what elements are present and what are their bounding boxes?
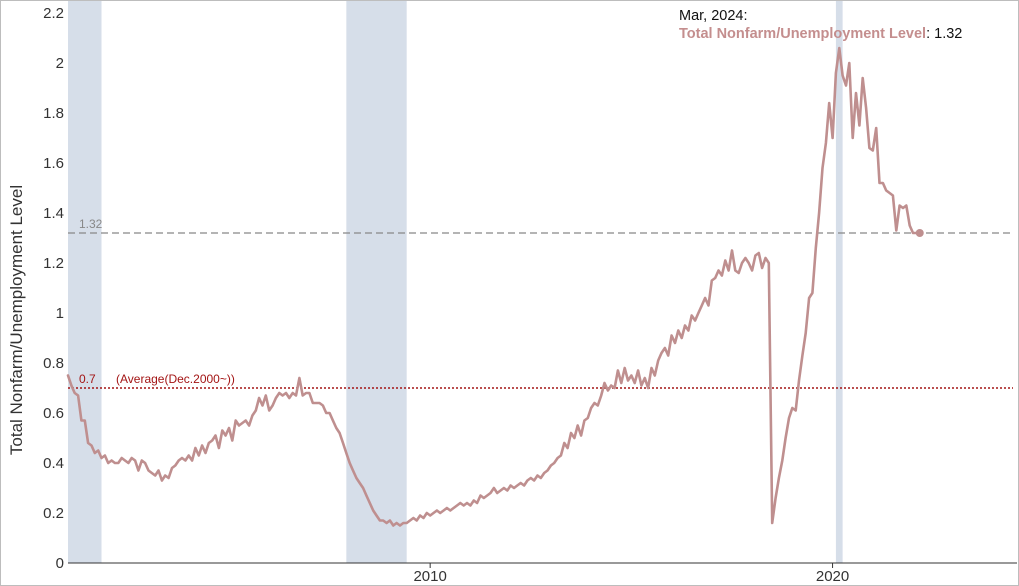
y-tick-label: 1.8 xyxy=(43,105,64,122)
y-tick-label: 0.4 xyxy=(43,455,64,472)
reference-line-note: (Average(Dec.2000~)) xyxy=(116,372,235,386)
recession-band-3 xyxy=(835,1,843,563)
tooltip-value-line: Total Nonfarm/Unemployment Level: 1.32 xyxy=(679,26,962,42)
recession-band-1 xyxy=(68,1,102,563)
recession-band-2 xyxy=(346,1,407,563)
y-tick-label: 1.6 xyxy=(43,155,64,172)
y-tick-label: 1.2 xyxy=(43,255,64,272)
x-tick-label: 2010 xyxy=(413,568,446,585)
series-layer xyxy=(66,46,924,527)
tooltip-value: 1.32 xyxy=(934,26,962,42)
series-line-1 xyxy=(66,46,922,527)
y-tick-label: 1.4 xyxy=(43,205,64,222)
tooltip-separator: : xyxy=(926,26,934,42)
y-tick-label: 2 xyxy=(56,55,64,72)
tooltip-date: Mar, 2024: xyxy=(679,8,748,24)
x-tick-label: 2020 xyxy=(816,568,849,585)
y-tick-label: 2.2 xyxy=(43,5,64,22)
y-tick-label: 0.6 xyxy=(43,405,64,422)
reference-line-label-1.32: 1.32 xyxy=(79,217,103,231)
y-axis-title: Total Nonfarm/Unemployment Level xyxy=(7,185,26,455)
y-tick-label: 1 xyxy=(56,305,64,322)
y-tick-label: 0.8 xyxy=(43,355,64,372)
y-axis-ticks: 0 0.2 0.4 0.6 0.8 1 1.2 1.4 1.6 1.8 2 2.2 xyxy=(43,5,64,572)
tooltip-series-name: Total Nonfarm/Unemployment Level xyxy=(679,26,926,42)
series-endpoint-marker xyxy=(915,229,924,237)
y-tick-label: 0 xyxy=(56,555,64,572)
y-tick-label: 0.2 xyxy=(43,505,64,522)
x-axis-ticks: 2010 2020 xyxy=(413,563,849,585)
reference-line-label-0.7: 0.7 xyxy=(79,372,96,386)
reference-lines: 0.7 (Average(Dec.2000~)) 1.32 xyxy=(68,217,1013,389)
recession-bands xyxy=(68,1,843,563)
